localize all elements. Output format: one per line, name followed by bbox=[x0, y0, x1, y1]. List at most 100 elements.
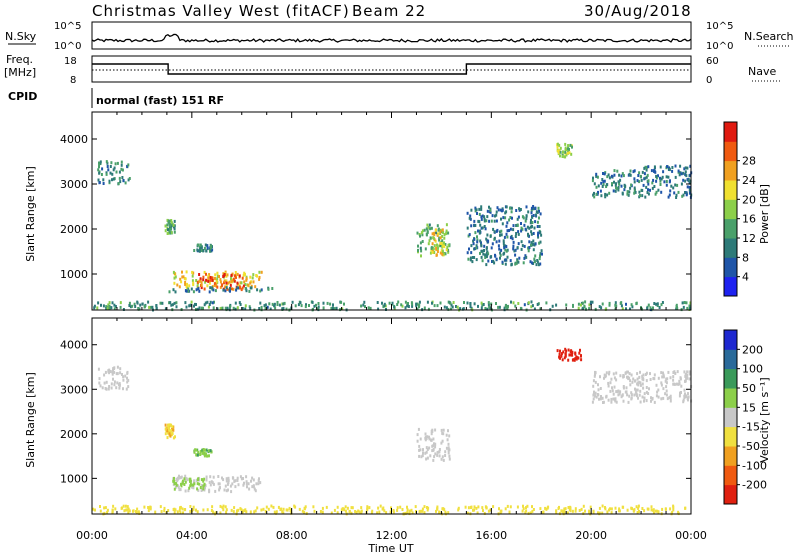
range-gate-cell bbox=[626, 508, 629, 512]
range-gate-cell bbox=[500, 233, 503, 237]
range-gate-cell bbox=[570, 353, 572, 357]
range-gate-cell bbox=[532, 214, 535, 217]
range-gate-cell bbox=[600, 395, 602, 398]
range-gate-cell bbox=[206, 454, 209, 458]
range-gate-cell bbox=[530, 243, 533, 247]
range-gate-cell bbox=[636, 388, 639, 392]
range-gate-cell bbox=[123, 509, 126, 513]
range-gate-cell bbox=[606, 510, 609, 514]
range-gate-cell bbox=[362, 303, 365, 307]
range-gate-cell bbox=[113, 383, 116, 387]
range-gate-cell bbox=[637, 174, 640, 177]
range-gate-cell bbox=[637, 396, 639, 400]
range-gate-cell bbox=[599, 189, 602, 193]
range-gate-cell bbox=[137, 510, 140, 514]
velocity-scatter-layer bbox=[92, 347, 693, 516]
range-gate-cell bbox=[172, 479, 175, 483]
range-gate-cell bbox=[445, 229, 448, 233]
range-gate-cell bbox=[368, 506, 371, 510]
range-gate-cell bbox=[441, 251, 444, 255]
range-gate-cell bbox=[477, 229, 479, 233]
range-gate-cell bbox=[322, 301, 325, 305]
range-gate-cell bbox=[567, 506, 570, 509]
nave-tick-bottom: 0 bbox=[706, 75, 712, 86]
range-gate-cell bbox=[113, 370, 116, 374]
range-gate-cell bbox=[418, 444, 421, 448]
range-gate-cell bbox=[568, 353, 571, 357]
range-gate-cell bbox=[260, 508, 263, 512]
range-gate-cell bbox=[313, 509, 316, 513]
range-gate-cell bbox=[685, 193, 688, 197]
range-gate-cell bbox=[682, 400, 685, 404]
range-gate-cell bbox=[120, 160, 123, 164]
range-gate-cell bbox=[439, 243, 442, 247]
range-gate-cell bbox=[227, 476, 230, 480]
range-gate-cell bbox=[670, 184, 673, 188]
range-gate-cell bbox=[470, 208, 473, 212]
range-gate-cell bbox=[438, 450, 441, 454]
range-gate-cell bbox=[242, 483, 245, 487]
range-gate-cell bbox=[443, 233, 446, 237]
range-gate-cell bbox=[108, 307, 111, 311]
range-gate-cell bbox=[325, 505, 328, 509]
freq-trace bbox=[92, 63, 691, 75]
range-gate-cell bbox=[482, 509, 484, 513]
range-gate-cell bbox=[488, 219, 491, 223]
range-gate-cell bbox=[214, 277, 216, 280]
range-gate-cell bbox=[688, 306, 691, 310]
range-gate-cell bbox=[469, 258, 472, 262]
range-gate-cell bbox=[219, 278, 222, 282]
range-gate-cell bbox=[258, 277, 261, 281]
range-gate-cell bbox=[641, 507, 644, 510]
range-gate-cell bbox=[219, 306, 222, 310]
range-gate-cell bbox=[406, 511, 409, 515]
range-gate-cell bbox=[659, 183, 662, 186]
range-gate-cell bbox=[580, 507, 583, 511]
range-gate-cell bbox=[109, 370, 112, 373]
range-gate-cell bbox=[181, 479, 184, 483]
range-gate-cell bbox=[602, 172, 604, 175]
range-gate-cell bbox=[515, 209, 518, 212]
range-gate-cell bbox=[436, 250, 439, 253]
range-gate-cell bbox=[675, 305, 678, 308]
range-gate-cell bbox=[199, 247, 202, 250]
range-gate-cell bbox=[232, 306, 235, 310]
range-gate-cell bbox=[282, 507, 285, 511]
range-gate-cell bbox=[188, 304, 191, 308]
range-gate-cell bbox=[216, 271, 219, 275]
range-gate-cell bbox=[259, 289, 262, 293]
range-gate-cell bbox=[520, 222, 522, 225]
range-gate-cell bbox=[633, 169, 636, 173]
range-gate-cell bbox=[346, 506, 349, 510]
range-gate-cell bbox=[433, 455, 436, 459]
range-gate-cell bbox=[636, 511, 639, 514]
range-gate-cell bbox=[211, 248, 214, 252]
range-gate-cell bbox=[615, 390, 618, 394]
range-gate-cell bbox=[684, 395, 687, 399]
range-gate-cell bbox=[493, 230, 496, 234]
range-gate-cell bbox=[297, 303, 300, 307]
range-gate-cell bbox=[205, 272, 207, 276]
range-gate-cell bbox=[635, 392, 638, 396]
range-gate-cell bbox=[111, 511, 114, 515]
range-gate-cell bbox=[570, 152, 573, 156]
range-gate-cell bbox=[226, 273, 229, 277]
range-gate-cell bbox=[331, 306, 334, 310]
range-gate-cell bbox=[638, 180, 641, 184]
range-gate-cell bbox=[656, 509, 659, 513]
range-gate-cell bbox=[205, 278, 208, 282]
range-gate-cell bbox=[141, 302, 144, 306]
range-gate-cell bbox=[161, 301, 164, 305]
range-gate-cell bbox=[433, 233, 436, 237]
range-gate-cell bbox=[134, 305, 137, 308]
range-gate-cell bbox=[244, 307, 247, 311]
range-gate-cell bbox=[425, 457, 428, 461]
range-gate-cell bbox=[177, 476, 179, 480]
range-gate-cell bbox=[184, 301, 187, 305]
range-gate-cell bbox=[111, 372, 114, 376]
range-gate-cell bbox=[474, 224, 477, 227]
range-gate-cell bbox=[439, 230, 442, 234]
range-gate-cell bbox=[523, 223, 526, 227]
range-gate-cell bbox=[105, 171, 108, 175]
range-gate-cell bbox=[500, 217, 502, 221]
